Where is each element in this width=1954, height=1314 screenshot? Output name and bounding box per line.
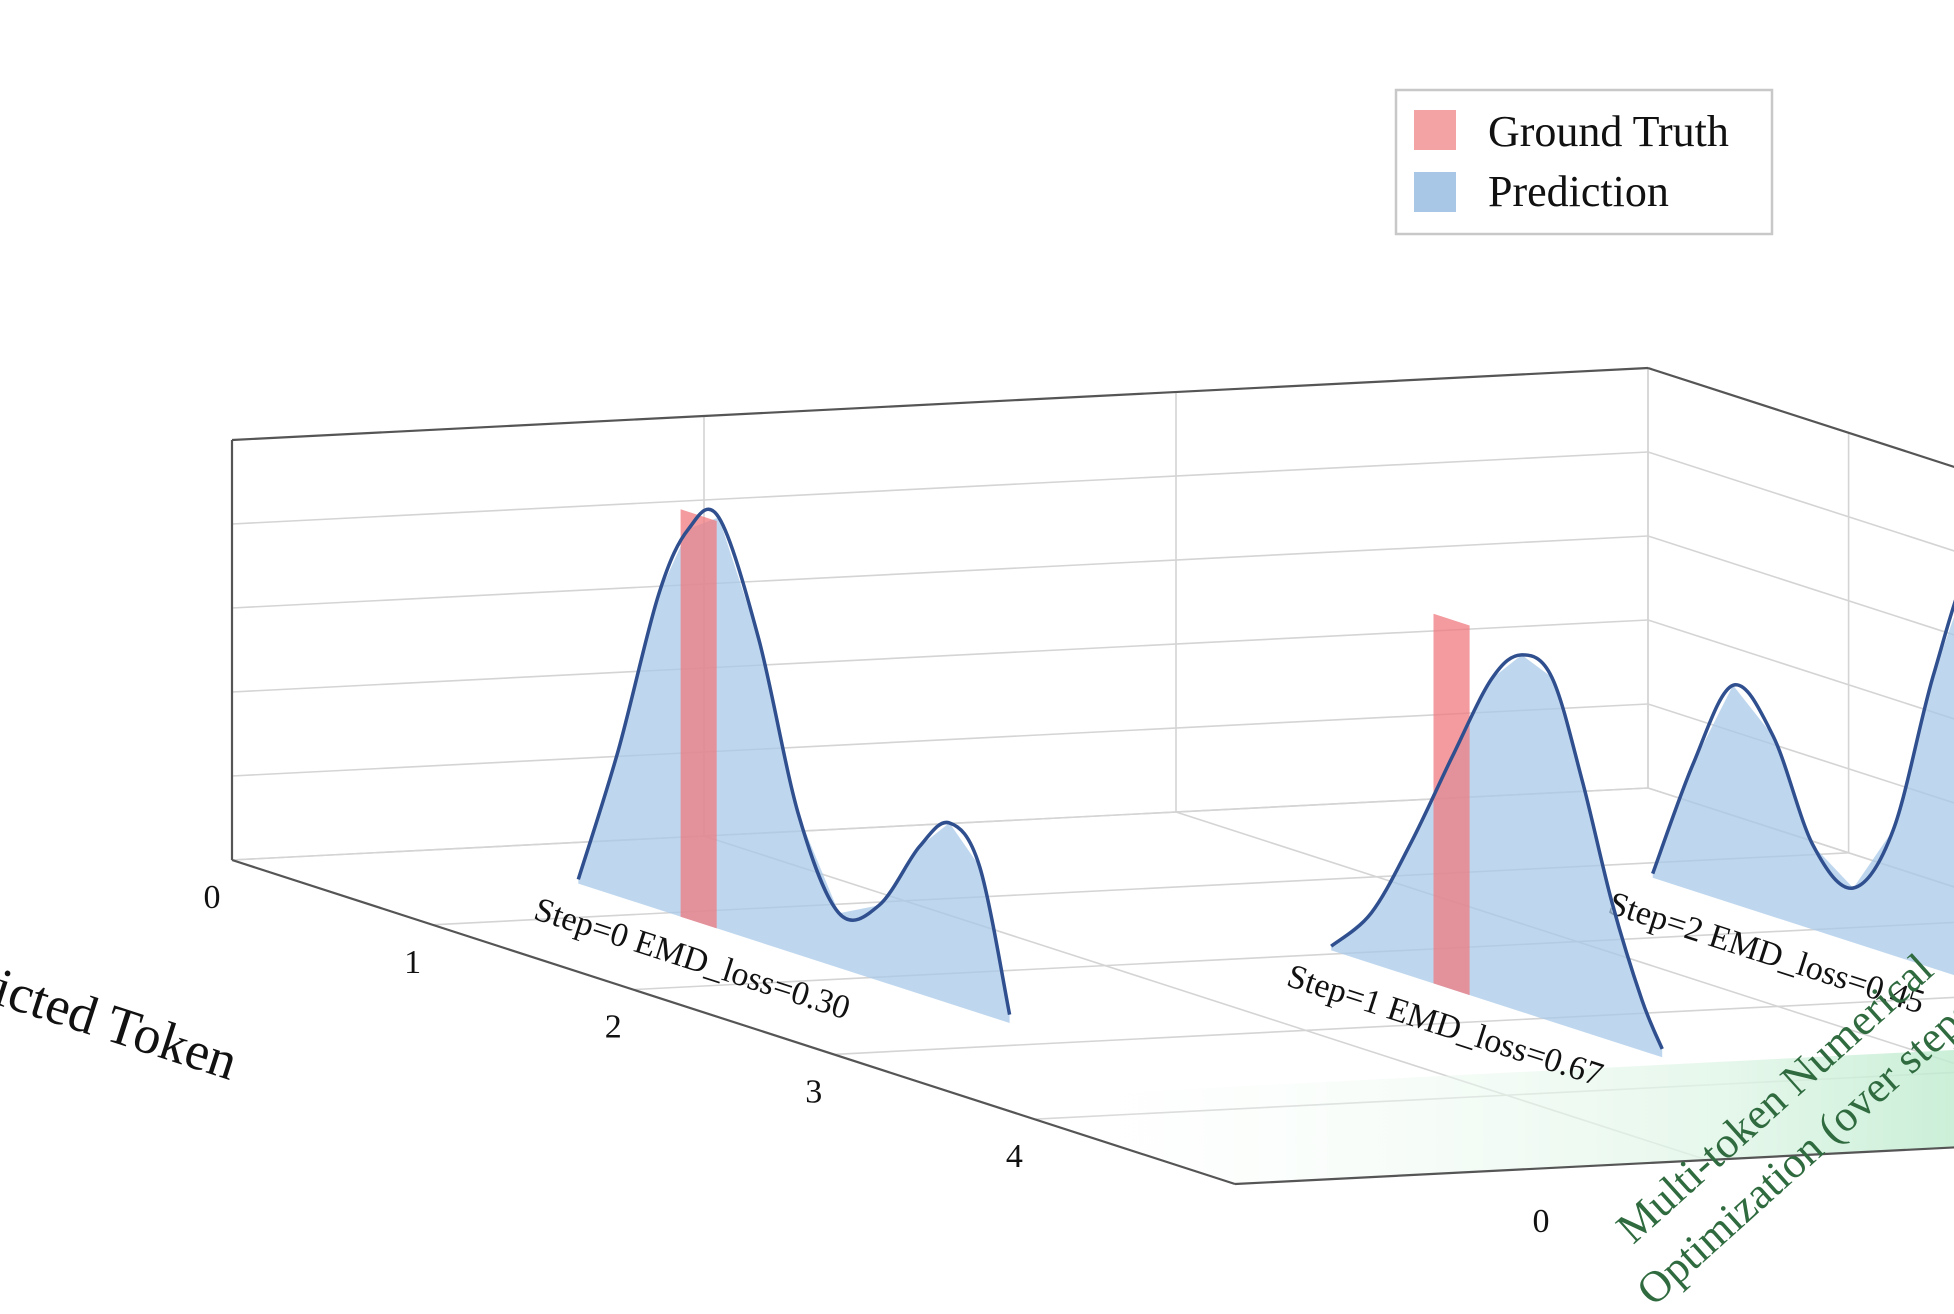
ground-truth-bar: [680, 509, 717, 929]
y-tick-label: 0: [1533, 1203, 1550, 1240]
x-tick-label: 2: [605, 1009, 622, 1046]
ground-truth-bar: [1433, 613, 1470, 996]
prediction-area: [1331, 654, 1663, 1058]
grid-floor-y: [1647, 787, 1954, 888]
axis-edge: [231, 366, 1649, 442]
grid-floor-x: [432, 852, 1849, 926]
legend-swatch-prediction: [1414, 172, 1456, 212]
axis-edge: [1647, 366, 1954, 469]
grid-back-horizontal: [1647, 703, 1954, 804]
prediction-area: [1652, 616, 1954, 976]
x-tick-label: 1: [404, 944, 421, 981]
x-tick-label: 4: [1006, 1138, 1023, 1175]
grid-left-horizontal: [231, 535, 1649, 609]
series-step-1: Step=1 EMD_loss=0.67: [1283, 613, 1664, 1094]
grid-left-horizontal: [231, 451, 1649, 525]
grid-left-horizontal: [231, 619, 1649, 693]
axis-edge: [231, 858, 1236, 1186]
grid-back-horizontal: [1647, 619, 1954, 720]
legend-swatch-ground-truth: [1414, 110, 1456, 150]
series-step-0: Step=0 EMD_loss=0.30: [530, 507, 1012, 1027]
legend-box: [1394, 88, 1774, 236]
axes: [230, 366, 1954, 1186]
x-axis-title: Predicted Token: [0, 926, 245, 1091]
grid-back-horizontal: [1647, 535, 1954, 636]
grid-left-horizontal: [231, 703, 1649, 777]
optimization-band-fill: [974, 1049, 1954, 1184]
optimization-band: [974, 1049, 1954, 1184]
legend-label-ground-truth: Ground Truth: [1488, 107, 1729, 156]
legend: Ground Truth Prediction: [1394, 88, 1774, 236]
grid-back-horizontal: [1647, 451, 1954, 552]
prediction-curve: [1330, 653, 1664, 1050]
axis-edge: [1234, 1146, 1954, 1186]
prediction-curve: [1651, 599, 1954, 890]
legend-label-prediction: Prediction: [1488, 167, 1669, 216]
x-tick-label: 0: [204, 879, 221, 916]
prediction-curve: [576, 507, 1012, 1015]
x-tick-label: 3: [805, 1073, 822, 1110]
grid-floor-y: [1175, 811, 1954, 1065]
